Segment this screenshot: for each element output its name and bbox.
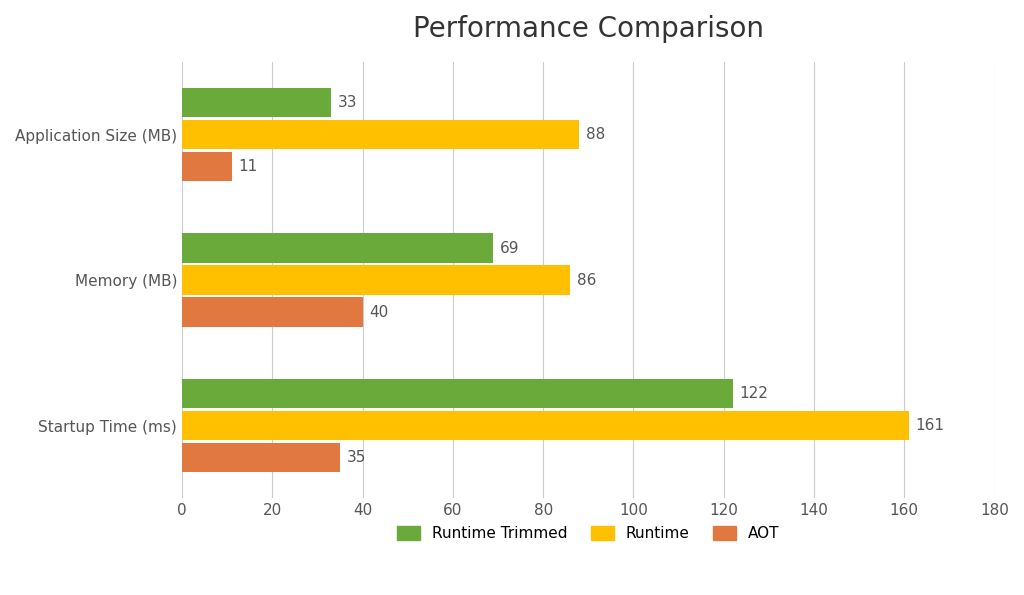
Text: 161: 161	[915, 418, 944, 433]
Text: 11: 11	[239, 159, 258, 174]
Bar	[182, 298, 362, 327]
Text: 122: 122	[739, 386, 768, 401]
Text: 86: 86	[577, 273, 596, 287]
Text: 33: 33	[338, 95, 357, 110]
Bar	[182, 379, 733, 408]
Title: Performance Comparison: Performance Comparison	[413, 15, 764, 43]
Bar	[182, 120, 580, 149]
Bar	[182, 265, 570, 295]
Bar	[182, 233, 494, 263]
Bar	[182, 152, 231, 181]
Text: 40: 40	[370, 305, 388, 320]
Text: 35: 35	[347, 450, 367, 465]
Legend: Runtime Trimmed, Runtime, AOT: Runtime Trimmed, Runtime, AOT	[391, 520, 785, 547]
Bar	[182, 88, 331, 117]
Bar	[182, 411, 908, 440]
Bar	[182, 443, 340, 472]
Text: 88: 88	[586, 127, 605, 142]
Text: 69: 69	[501, 240, 520, 256]
